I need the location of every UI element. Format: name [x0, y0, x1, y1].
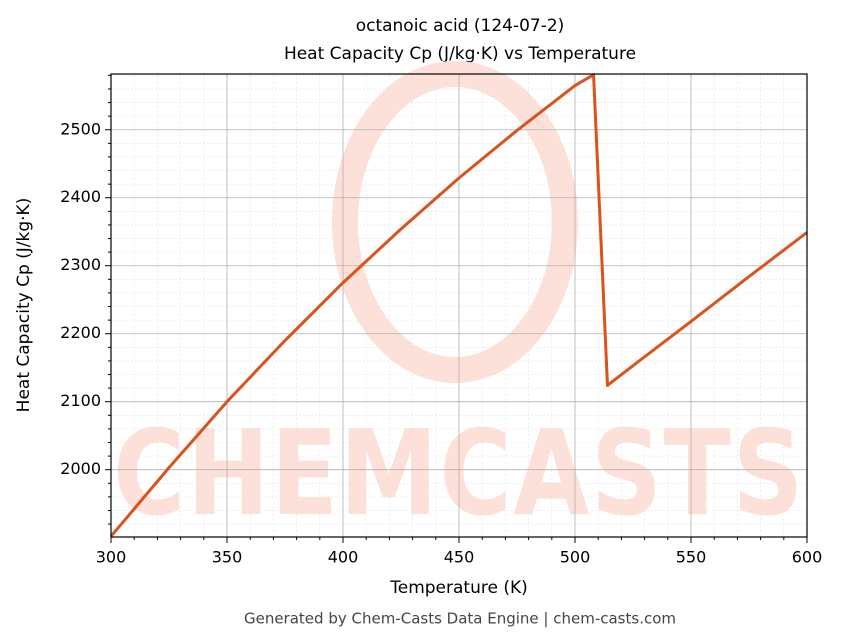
chart-title: octanoic acid (124-07-2): [356, 16, 565, 36]
y-tick-label: 2400: [60, 187, 101, 206]
x-tick-label: 550: [676, 548, 707, 567]
x-tick-label: 500: [560, 548, 591, 567]
y-tick-label: 2500: [60, 119, 101, 138]
footer: Generated by Chem-Casts Data Engine | ch…: [244, 610, 676, 628]
y-tick-label: 2200: [60, 323, 101, 342]
y-tick-label: 2000: [60, 459, 101, 478]
y-tick-label: 2300: [60, 255, 101, 274]
y-tick-label: 2100: [60, 391, 101, 410]
data-line: [109, 73, 808, 538]
chart-subtitle: Heat Capacity Cp (J/kg·K) vs Temperature: [284, 44, 636, 64]
x-tick-label: 400: [328, 548, 359, 567]
y-axis-label: Heat Capacity Cp (J/kg·K): [14, 198, 34, 413]
x-tick-label: 350: [212, 548, 243, 567]
watermark: CHEMCASTS: [113, 404, 805, 542]
x-tick-label: 300: [96, 548, 127, 567]
x-tick-label: 450: [444, 548, 475, 567]
x-tick-label: 600: [792, 548, 823, 567]
plot-frame: [110, 73, 808, 538]
x-axis-label: Temperature (K): [389, 578, 528, 598]
